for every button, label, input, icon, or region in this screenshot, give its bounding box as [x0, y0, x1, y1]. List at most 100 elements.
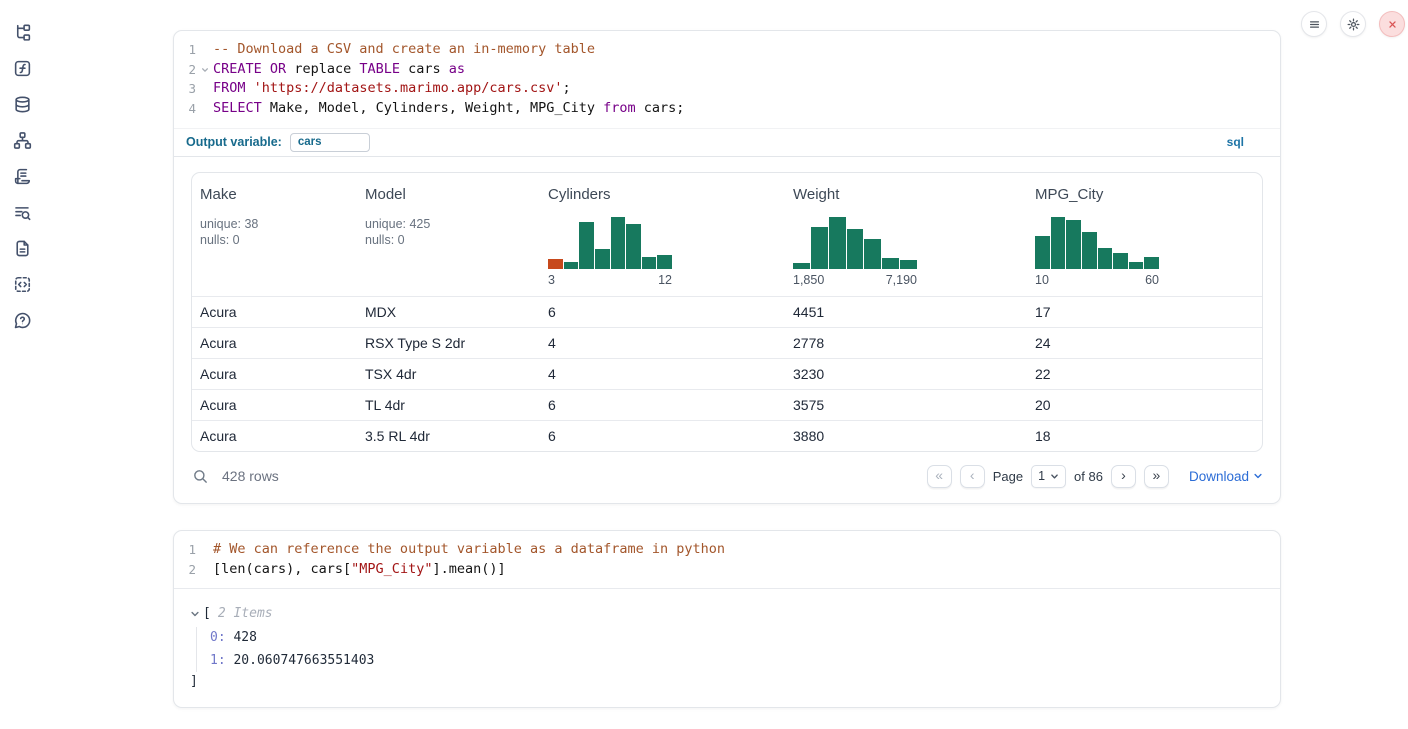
notebook: 1 -- Download a CSV and create an in-memo…: [173, 30, 1281, 709]
sql-code-editor[interactable]: 1 -- Download a CSV and create an in-memo…: [174, 31, 1280, 128]
logs-icon: [12, 167, 32, 186]
code-line: 3 FROM 'https://datasets.marimo.app/cars.…: [174, 79, 1280, 99]
file-tree-icon: [12, 23, 32, 42]
table-cell: 17: [1027, 295, 1262, 328]
dependency-graph-icon: [12, 131, 32, 150]
column-name: Model: [365, 185, 406, 203]
histogram-bar: [594, 248, 610, 269]
search-icon: [191, 468, 209, 485]
fold-spacer: [196, 40, 213, 60]
histogram-bar: [563, 262, 579, 269]
table-cell: 4: [540, 326, 785, 359]
output-variable-input[interactable]: [289, 132, 370, 152]
sidebar-button-database[interactable]: [12, 94, 32, 114]
code-line: 2 [len(cars), cars["MPG_City"].mean()]: [174, 560, 1280, 580]
sidebar-button-text-search[interactable]: [12, 202, 32, 222]
table-cell: 4: [540, 357, 785, 390]
language-badge: sql: [1226, 135, 1244, 150]
histogram-bars: [1035, 216, 1159, 269]
histogram-cylinders[interactable]: 3 12: [548, 216, 672, 287]
sidebar-button-snippets[interactable]: [12, 274, 32, 294]
first-page-button[interactable]: «: [926, 464, 952, 488]
sidebar-button-document[interactable]: [12, 238, 32, 258]
table-row[interactable]: Acura 3.5 RL 4dr 6 3880 18: [192, 419, 1262, 451]
histogram-bar: [810, 227, 828, 269]
table-cell: RSX Type S 2dr: [357, 326, 540, 359]
menu-button[interactable]: [1301, 11, 1327, 37]
table-cell: 4451: [785, 295, 1027, 328]
list-item: 0: 428: [210, 627, 1264, 650]
shutdown-button[interactable]: [1379, 11, 1405, 37]
search-button[interactable]: [191, 467, 209, 485]
line-number: 1: [188, 42, 196, 57]
table-row[interactable]: Acura MDX 6 4451 17: [192, 295, 1262, 328]
help-icon: [12, 311, 32, 330]
table-row[interactable]: Acura TSX 4dr 4 3230 22: [192, 357, 1262, 390]
table-row[interactable]: Acura RSX Type S 2dr 4 2778 24: [192, 326, 1262, 359]
items-count-label: 2 Items: [217, 606, 273, 622]
fold-spacer: [196, 540, 213, 560]
table-cell: TL 4dr: [357, 388, 540, 421]
document-icon: [12, 239, 32, 258]
column-stats: unique: 425 nulls: 0: [365, 216, 431, 248]
histogram-bar: [1128, 262, 1144, 269]
column-header-model[interactable]: Model unique: 425 nulls: 0: [357, 173, 540, 297]
settings-icon: [1346, 17, 1361, 32]
line-number: 2: [188, 61, 196, 77]
column-header-mpg_city[interactable]: MPG_City 10 60: [1027, 173, 1262, 297]
sidebar-button-dependency-graph[interactable]: [12, 130, 32, 150]
code-text: FROM 'https://datasets.marimo.app/cars.c…: [213, 80, 571, 97]
list-item: 1: 20.060747663551403: [210, 650, 1264, 673]
histogram-axis-labels: 10 60: [1035, 272, 1159, 287]
last-page-button[interactable]: »: [1143, 464, 1169, 488]
fold-spacer: [196, 99, 213, 119]
histogram-bar: [641, 256, 657, 269]
table-cell: 24: [1027, 326, 1262, 359]
column-header-weight[interactable]: Weight 1,850 7,190: [785, 173, 1027, 297]
table-cell: 6: [540, 419, 785, 451]
line-number: 1: [188, 541, 196, 557]
table-row[interactable]: Acura TL 4dr 6 3575 20: [192, 388, 1262, 421]
code-line: 1 # We can reference the output variable …: [174, 540, 1280, 560]
histogram-bar: [793, 262, 810, 269]
histogram-axis-labels: 3 12: [548, 272, 672, 287]
sql-cell: 1 -- Download a CSV and create an in-memo…: [173, 30, 1281, 504]
python-code-editor[interactable]: 1 # We can reference the output variable …: [174, 531, 1280, 590]
histogram-bar: [579, 222, 594, 269]
code-text: # We can reference the output variable a…: [213, 540, 726, 557]
list-item-value: 428: [225, 630, 257, 646]
page-select[interactable]: 1: [1031, 464, 1067, 488]
table-cell: 20: [1027, 388, 1262, 421]
column-header-cylinders[interactable]: Cylinders 3 12: [540, 173, 785, 297]
sidebar-button-function[interactable]: [12, 58, 32, 78]
list-item-key: 1:: [210, 652, 226, 668]
row-count: 428 rows: [222, 468, 279, 485]
sidebar-button-file-tree[interactable]: [12, 22, 32, 42]
data-table: Make unique: 38 nulls: 0 Model unique: 425 nu…: [191, 171, 1263, 452]
table-cell: 6: [540, 388, 785, 421]
histogram-weight[interactable]: 1,850 7,190: [793, 216, 918, 287]
sidebar-button-logs[interactable]: [12, 166, 32, 186]
histogram-mpg_city[interactable]: 10 60: [1035, 216, 1159, 287]
chevron-down-icon: [1253, 471, 1263, 481]
prev-page-button[interactable]: ‹: [959, 464, 985, 488]
histogram-axis-labels: 1,850 7,190: [793, 272, 917, 287]
histogram-bar: [1050, 216, 1066, 269]
list-items: 0: 428 1: 20.060747663551403: [196, 627, 1264, 673]
fold-chevron-icon[interactable]: [196, 60, 213, 80]
table-cell: 3.5 RL 4dr: [357, 419, 540, 451]
sidebar-button-help[interactable]: [12, 310, 32, 330]
collapse-chevron-icon[interactable]: [190, 609, 200, 619]
output-variable-label: Output variable:: [186, 135, 282, 150]
histogram-bar: [828, 216, 846, 269]
line-number: 3: [188, 81, 196, 97]
table-cell: 6: [540, 295, 785, 328]
code-text: CREATE OR replace TABLE cars as: [213, 60, 466, 77]
table-cell: 3230: [785, 357, 1027, 390]
code-text: SELECT Make, Model, Cylinders, Weight, M…: [213, 100, 685, 117]
code-line: 1 -- Download a CSV and create an in-memo…: [174, 40, 1280, 60]
download-button[interactable]: Download: [1189, 469, 1263, 484]
settings-button[interactable]: [1340, 11, 1366, 37]
column-header-make[interactable]: Make unique: 38 nulls: 0: [192, 173, 357, 297]
next-page-button[interactable]: ›: [1110, 464, 1136, 488]
